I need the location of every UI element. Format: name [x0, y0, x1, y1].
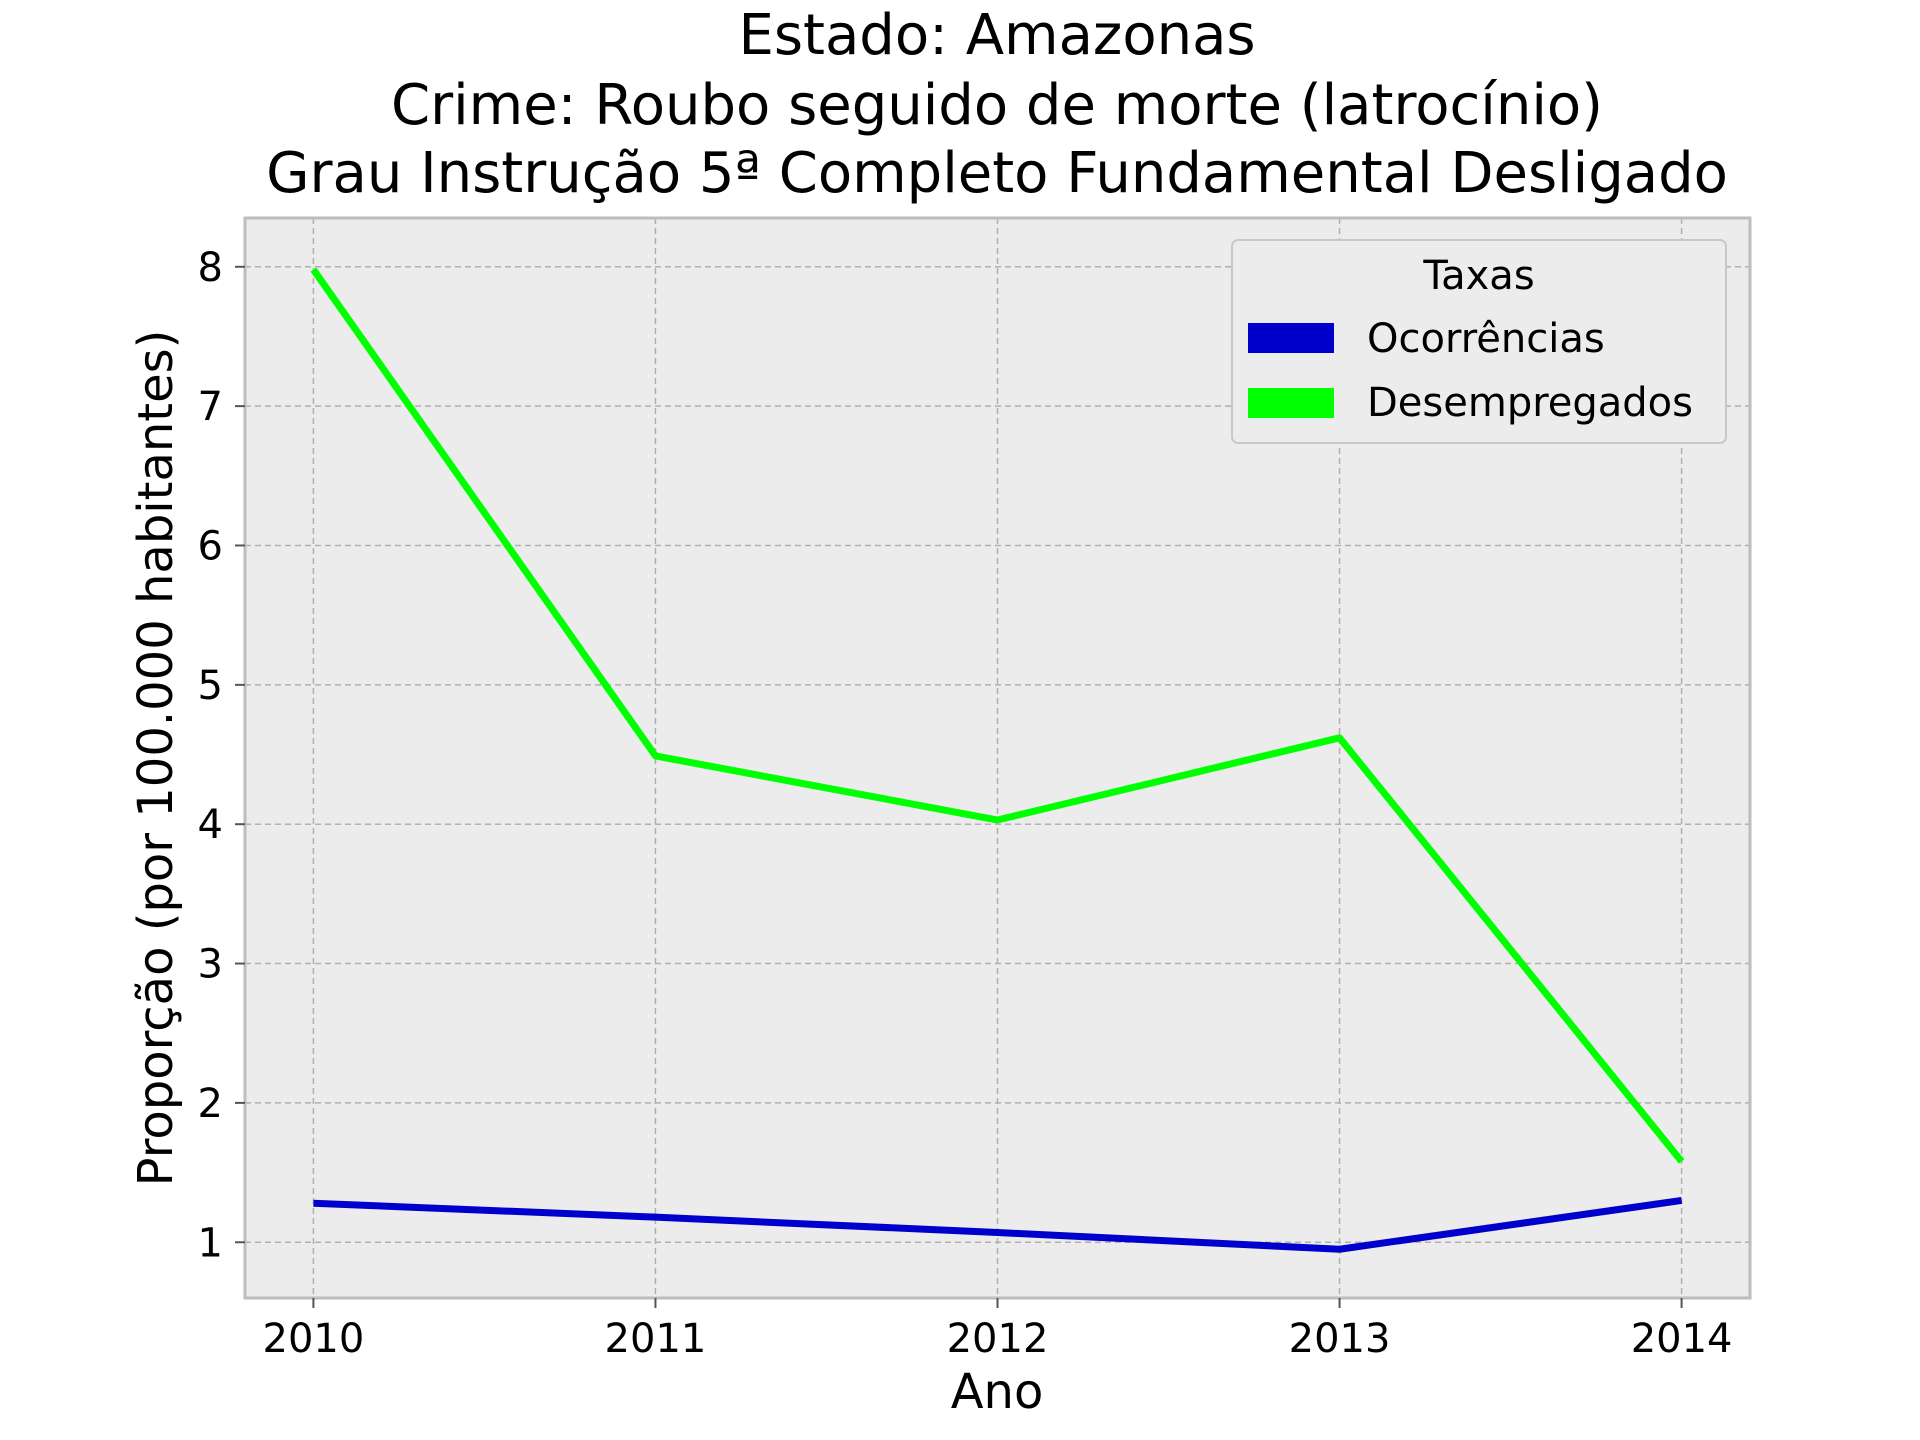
x-tick-label: 2014	[1631, 1316, 1733, 1362]
x-axis-label: Ano	[951, 1364, 1044, 1420]
chart-title-line-2: Crime: Roubo seguido de morte (latrocíni…	[391, 73, 1603, 138]
y-tick-label: 8	[198, 245, 223, 291]
y-tick-label: 2	[198, 1081, 223, 1127]
legend-label-ocorrencias: Ocorrências	[1367, 316, 1605, 362]
series-line-desempregados	[310, 267, 1685, 1164]
y-tick-label: 1	[198, 1220, 223, 1266]
y-tick-label: 6	[198, 523, 223, 569]
chart-title-line-3: Grau Instrução 5ª Completo Fundamental D…	[266, 141, 1728, 206]
x-tick-label: 2013	[1289, 1316, 1391, 1362]
y-tick-label: 7	[198, 384, 223, 430]
x-tick-label: 2010	[263, 1316, 365, 1362]
y-tick-label: 4	[198, 802, 223, 848]
x-tick-label: 2012	[947, 1316, 1049, 1362]
axis-ticks: 2010 2011 2012 2013 2014 1 2 3 4 5 6 7 8	[198, 245, 1733, 1362]
legend-swatch-desempregados	[1248, 388, 1334, 418]
chart-title: Estado: Amazonas Crime: Roubo seguido de…	[266, 3, 1728, 206]
x-tick-label: 2011	[605, 1316, 707, 1362]
y-tick-label: 3	[198, 942, 223, 988]
legend-box	[1231, 239, 1727, 444]
legend-label-desempregados: Desempregados	[1367, 380, 1693, 426]
legend-title: Taxas	[1422, 253, 1534, 299]
series-line-ocorrencias	[313, 1196, 1683, 1253]
chart-title-line-1: Estado: Amazonas	[738, 3, 1255, 68]
y-axis-label: Proporção (por 100.000 habitantes)	[128, 330, 184, 1187]
legend: Taxas Ocorrências Desempregados	[1231, 239, 1727, 444]
series-lines	[310, 267, 1685, 1253]
y-tick-label: 5	[198, 663, 223, 709]
legend-swatch-ocorrencias	[1248, 323, 1334, 353]
